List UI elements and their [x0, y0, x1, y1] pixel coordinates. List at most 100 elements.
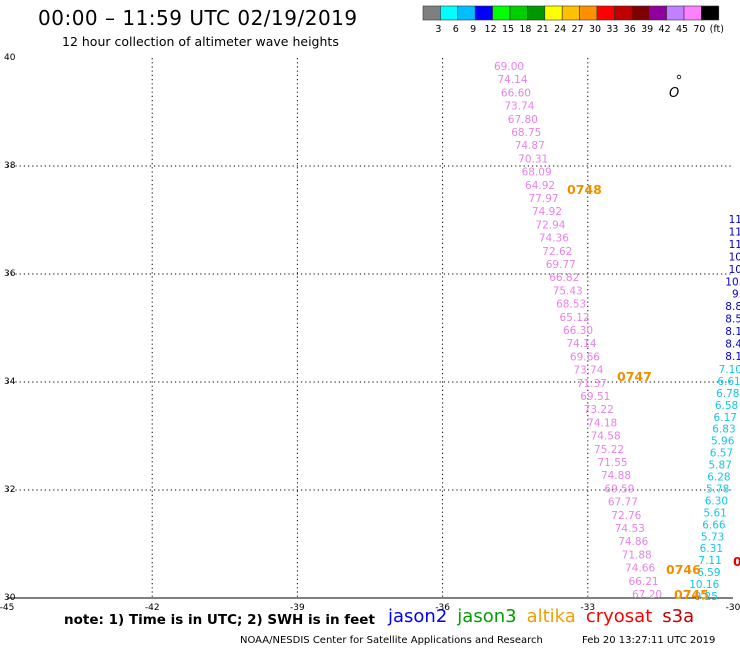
wave-height-map: -45 -42 -39 -36 -33 -3030323436384069.0074.14… [0, 53, 740, 612]
wave-height-value: 72.94 [535, 219, 565, 231]
wave-height-value: 9.25 [695, 591, 718, 603]
colorbar-label: 45 [676, 24, 688, 35]
colorbar-label: 15 [502, 24, 514, 35]
wave-height-value: 67.77 [608, 497, 638, 509]
wave-height-value: 7.11 [698, 555, 721, 567]
colorbar-label: 70 [693, 24, 705, 35]
wave-height-value: 74.18 [587, 417, 617, 429]
wave-height-value: 11 [729, 214, 740, 226]
wave-height-value: 66.82 [549, 272, 579, 284]
wave-height-value: 66.30 [563, 325, 593, 337]
wave-height-value: 66.21 [629, 576, 659, 588]
wave-height-value: 5.96 [711, 436, 735, 448]
wave-height-value: 5.73 [701, 531, 724, 543]
latitude-tick-label: 30 [4, 593, 16, 603]
wave-height-value: 10 [729, 251, 740, 263]
colorbar-label: 12 [485, 24, 497, 35]
longitude-tick-label: -30 [726, 603, 740, 612]
island-marker [676, 74, 682, 80]
wave-height-value: 69.66 [570, 351, 600, 363]
wave-height-value: 71.37 [577, 378, 607, 390]
wave-height-value: 74.92 [532, 206, 562, 218]
wave-height-value: 70.31 [518, 153, 548, 165]
wave-height-value: 74.87 [515, 140, 545, 152]
colorbar-swatch [701, 5, 720, 21]
units-note: note: 1) Time is in UTC; 2) SWH is in fe… [64, 612, 375, 628]
island-label: O [669, 86, 679, 101]
wave-height-value: 64.92 [525, 180, 555, 192]
wave-height-value: 74.86 [618, 536, 648, 548]
wave-height-value: 6.58 [715, 400, 738, 412]
wave-height-value: 11 [729, 226, 740, 238]
wave-height-value: 10.16 [689, 579, 719, 591]
wave-height-value: 72.76 [611, 510, 641, 522]
wave-height-value: 74.36 [539, 233, 569, 245]
colorbar-label: 36 [624, 24, 636, 35]
wave-height-value: 11 [729, 239, 740, 251]
latitude-tick-label: 36 [4, 269, 16, 279]
overpass-time-label: 0 [733, 554, 740, 569]
legend-jason3: jason3 [457, 606, 517, 627]
wave-height-value: 73.74 [573, 365, 603, 377]
wave-height-value: 67.20 [632, 589, 662, 601]
longitude-tick-label: -39 [290, 603, 305, 612]
wave-height-value: 6.78 [716, 388, 739, 400]
colorbar-label: 27 [572, 24, 584, 35]
colorbar-label: (ft) [710, 24, 724, 35]
legend-altika: altika [526, 606, 576, 627]
overpass-time-label: 0746 [666, 562, 701, 577]
colorbar-label: 3 [435, 24, 441, 35]
wave-height-value: 73.74 [504, 101, 534, 113]
legend-cryosat: cryosat [585, 606, 653, 627]
wave-height-value: 74.66 [625, 563, 655, 575]
wave-height-value: 8.8 [725, 301, 740, 313]
wave-height-value: 71.88 [622, 549, 652, 561]
wave-height-value: 6.17 [714, 412, 737, 424]
colorbar-label: 9 [470, 24, 476, 35]
colorbar-label: 42 [659, 24, 671, 35]
colorbar-label: 24 [554, 24, 566, 35]
wave-height-value: 5.61 [703, 507, 726, 519]
wave-height-value: 9. [732, 289, 740, 301]
longitude-tick-label: -45 [0, 603, 14, 612]
map-title: 00:00 – 11:59 UTC 02/19/2019 [38, 6, 358, 30]
wave-height-value: 6.61 [717, 376, 740, 388]
wave-height-value: 74.88 [601, 470, 631, 482]
wave-height-value: 74.53 [615, 523, 645, 535]
wave-height-value: 68.75 [511, 127, 541, 139]
wave-height-value: 69.51 [580, 391, 610, 403]
wave-height-value: 75.22 [594, 444, 624, 456]
color-scale-bar: 3 6 9 12 15 18 21 24 27 30 33 36 39 42 45 70 (ft) [422, 5, 724, 35]
wave-height-value: 8.5 [725, 314, 740, 326]
wave-height-value: 6.30 [705, 495, 728, 507]
credit-text: NOAA/NESDIS Center for Satellite Applica… [240, 635, 543, 646]
latitude-tick-label: 32 [4, 485, 15, 495]
overpass-time-label: 0747 [617, 369, 652, 384]
wave-height-value: 65.12 [560, 312, 590, 324]
wave-height-value: 68.53 [556, 299, 586, 311]
wave-height-value: 73.22 [584, 404, 614, 416]
wave-height-value: 6.28 [707, 472, 730, 484]
wave-height-value: 6.59 [697, 567, 720, 579]
wave-height-value: 8.1 [725, 326, 740, 338]
wave-height-value: 67.80 [508, 114, 538, 126]
colorbar-label: 6 [453, 24, 459, 35]
wave-height-value: 6.83 [712, 424, 735, 436]
colorbar-label: 30 [589, 24, 601, 35]
wave-height-value: 69.59 [604, 483, 634, 495]
overpass-time-label: 0748 [567, 182, 602, 197]
wave-height-value: 6.57 [710, 448, 733, 460]
legend-s3a: s3a [662, 606, 695, 627]
colorbar-label: 18 [519, 24, 531, 35]
wave-height-value: 69.00 [494, 61, 524, 73]
wave-height-value: 5.87 [709, 460, 732, 472]
wave-height-value: 7.10 [719, 364, 740, 376]
colorbar-label: 33 [606, 24, 618, 35]
wave-height-value: 74.14 [497, 74, 527, 86]
wave-height-value: 74.58 [591, 431, 621, 443]
colorbar-label: 21 [537, 24, 549, 35]
wave-height-value: 72.62 [542, 246, 572, 258]
wave-height-value: 6.31 [700, 543, 723, 555]
longitude-tick-label: -42 [145, 603, 160, 612]
wave-height-value: 77.97 [529, 193, 559, 205]
